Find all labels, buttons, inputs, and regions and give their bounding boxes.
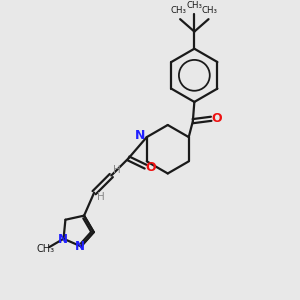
Text: N: N [75, 240, 85, 253]
Text: H: H [113, 165, 121, 175]
Text: O: O [146, 161, 156, 174]
Text: CH₃: CH₃ [202, 6, 218, 15]
Text: N: N [135, 129, 146, 142]
Text: CH₃: CH₃ [186, 1, 202, 10]
Text: CH₃: CH₃ [37, 244, 55, 254]
Text: N: N [58, 233, 68, 246]
Text: CH₃: CH₃ [171, 6, 187, 15]
Text: O: O [211, 112, 222, 125]
Text: H: H [97, 192, 104, 203]
